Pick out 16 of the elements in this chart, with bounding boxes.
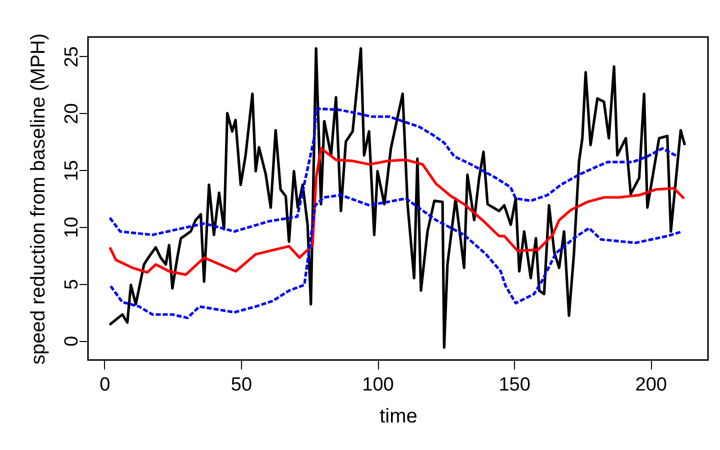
line-series [108, 107, 679, 236]
line-series [108, 47, 686, 349]
x-axis-title: time [380, 406, 418, 428]
y-tick-label: 0 [62, 336, 82, 346]
x-tick-label: 100 [362, 374, 394, 396]
y-tick-label: 25 [62, 46, 82, 68]
y-tick-label: 5 [62, 279, 82, 290]
x-tick-label: 50 [230, 374, 252, 396]
x-tick-label: 200 [635, 374, 667, 396]
x-tick-label: 0 [100, 374, 110, 396]
y-tick-label: 20 [62, 103, 82, 124]
y-tick-label: 15 [62, 160, 82, 182]
y-tick-label: 10 [62, 216, 82, 238]
line-series [108, 147, 686, 276]
x-tick-label: 150 [498, 374, 530, 396]
y-axis-title: speed reduction from baseline (MPH) [28, 33, 50, 365]
